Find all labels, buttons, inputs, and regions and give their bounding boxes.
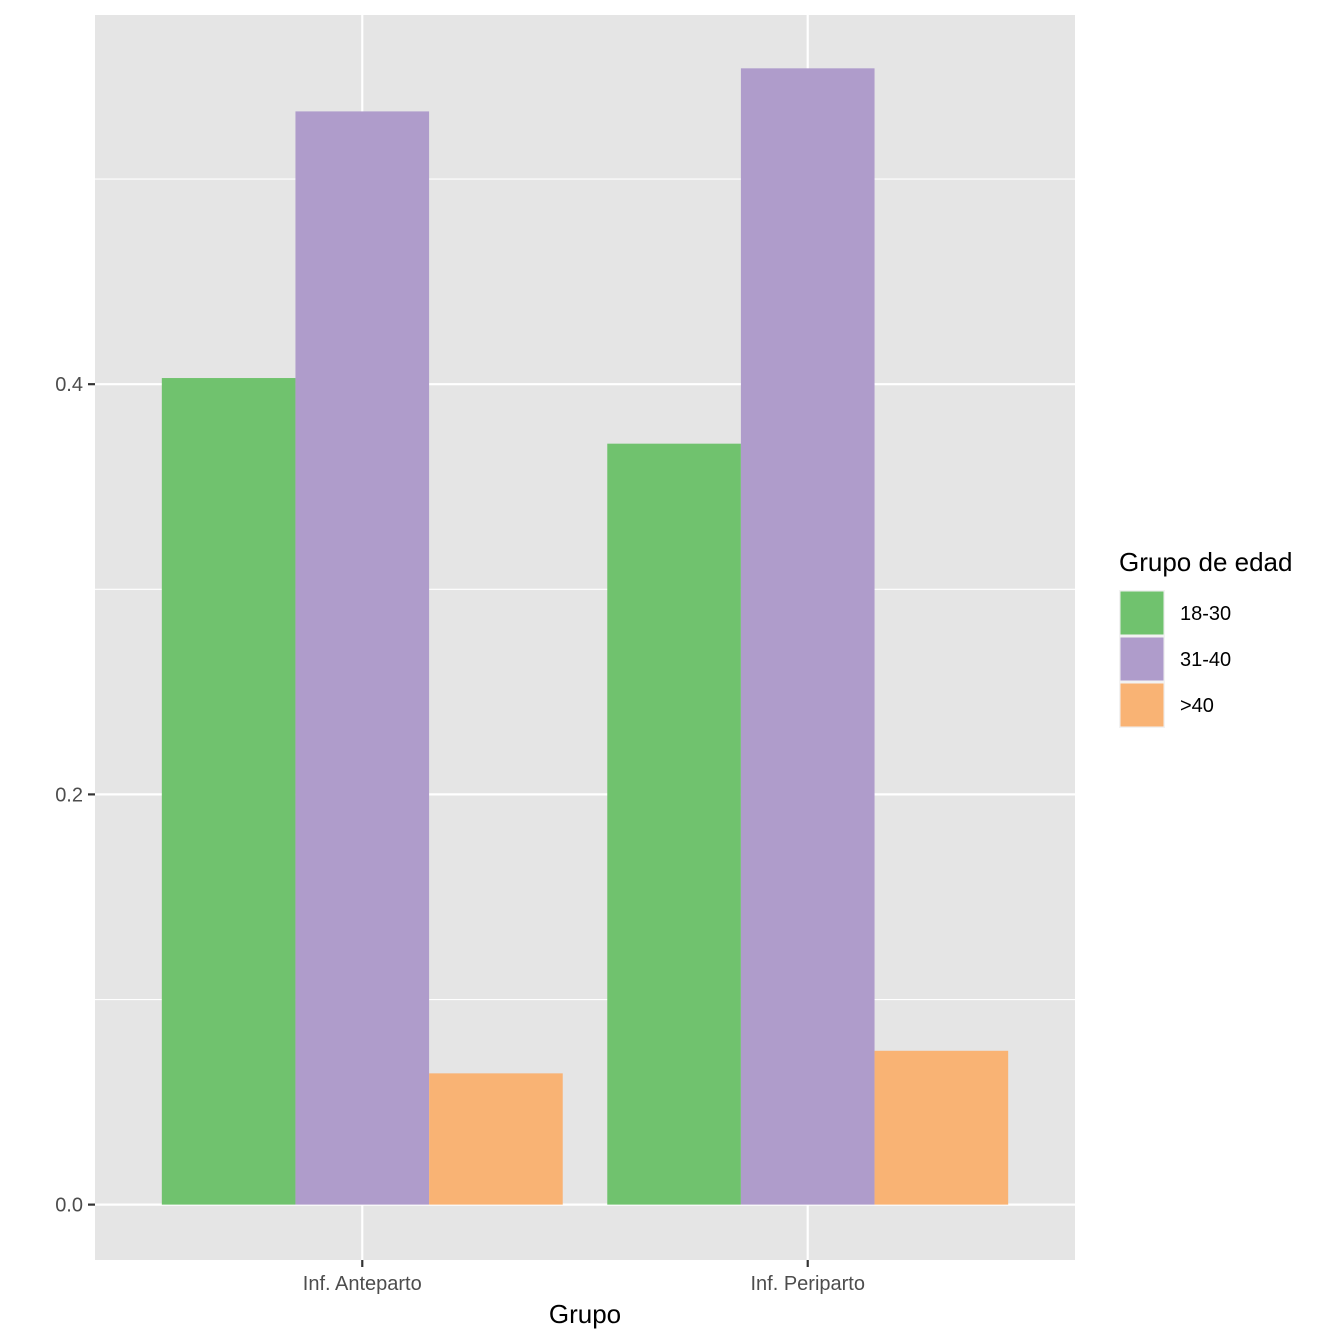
- bar: [161, 378, 296, 1205]
- legend-label: 18-30: [1180, 603, 1231, 625]
- bars-group: [161, 68, 1009, 1205]
- y-tick-label: 0.0: [55, 1195, 83, 1217]
- x-axis: Inf. Anteparto Inf. Periparto: [303, 1260, 865, 1295]
- legend-key: [1120, 591, 1164, 635]
- y-axis: 0.0 0.2 0.4: [55, 374, 95, 1217]
- legend-label: >40: [1180, 695, 1214, 717]
- bar: [874, 1050, 1009, 1205]
- y-tick-label: 0.4: [55, 374, 83, 396]
- legend-title: Grupo de edad: [1119, 547, 1292, 577]
- legend-key: [1120, 683, 1164, 727]
- legend: Grupo de edad 18-30 31-40 >40: [1119, 547, 1292, 728]
- bar: [429, 1073, 563, 1205]
- bar: [740, 68, 875, 1205]
- x-tick-label: Inf. Periparto: [750, 1273, 865, 1295]
- y-tick-label: 0.2: [55, 784, 83, 806]
- bar: [607, 443, 741, 1205]
- x-tick-label: Inf. Anteparto: [303, 1273, 422, 1295]
- bar: [295, 111, 430, 1205]
- legend-key: [1120, 637, 1164, 681]
- legend-label: 31-40: [1180, 649, 1231, 671]
- x-axis-title: Grupo: [549, 1299, 621, 1329]
